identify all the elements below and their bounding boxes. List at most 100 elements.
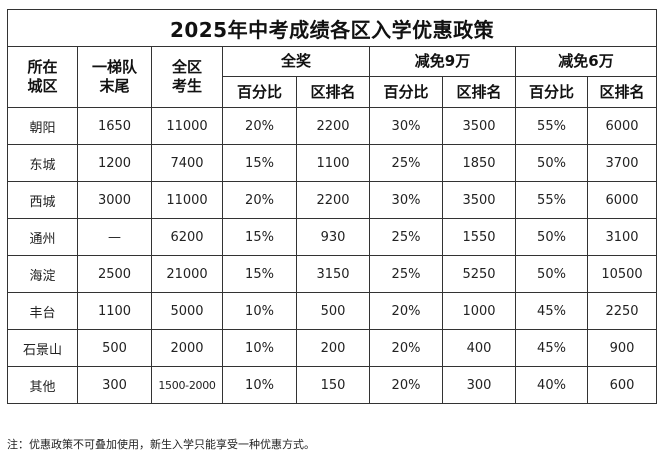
cell-full-pct: 15% (222, 218, 297, 256)
cell-tier1-tail: 3000 (77, 181, 152, 219)
cell-full-rank: 1100 (296, 144, 370, 182)
cell-w9-rank: 3500 (442, 181, 516, 219)
cell-full-rank: 150 (296, 366, 370, 404)
cell-w9-pct: 20% (369, 366, 443, 404)
cell-w6-pct: 50% (515, 218, 588, 256)
cell-students: 11000 (151, 181, 223, 219)
header-district-students: 全区 考生 (151, 46, 223, 108)
cell-tier1-tail: 1650 (77, 107, 152, 145)
cell-w6-pct: 50% (515, 255, 588, 293)
cell-w9-pct: 30% (369, 181, 443, 219)
footnote: 注：优惠政策不可叠加使用，新生入学只能享受一种优惠方式。 (7, 438, 315, 451)
cell-full-rank: 2200 (296, 107, 370, 145)
cell-w6-rank: 900 (586, 329, 658, 367)
cell-full-pct: 10% (222, 366, 297, 404)
header-group-full-scholarship: 全奖 (222, 46, 370, 77)
cell-w6-rank: 6000 (586, 181, 658, 219)
cell-full-pct: 20% (222, 181, 297, 219)
cell-full-pct: 10% (222, 292, 297, 330)
cell-district: 海淀 (7, 255, 78, 293)
cell-w9-rank: 3500 (442, 107, 516, 145)
cell-full-pct: 15% (222, 255, 297, 293)
cell-district: 朝阳 (7, 107, 78, 145)
cell-full-rank: 500 (296, 292, 370, 330)
header-district: 所在 城区 (7, 46, 78, 108)
cell-full-pct: 15% (222, 144, 297, 182)
cell-students: 1500-2000 (151, 366, 223, 404)
cell-district: 石景山 (7, 329, 78, 367)
table-row: 海淀 2500 21000 15% 3150 25% 5250 50% 1050… (7, 255, 658, 293)
cell-w6-rank: 3700 (586, 144, 658, 182)
cell-district: 西城 (7, 181, 78, 219)
header-tier1-tail-line-1: 一梯队 (91, 58, 137, 76)
cell-full-rank: 2200 (296, 181, 370, 219)
cell-w9-rank: 1000 (442, 292, 516, 330)
table-row: 东城 1200 7400 15% 1100 25% 1850 50% 3700 (7, 144, 658, 182)
cell-students: 6200 (151, 218, 223, 256)
cell-district: 通州 (7, 218, 78, 256)
policy-table-container: 2025年中考成绩各区入学优惠政策 所在 城区 一梯队 末尾 全区 考生 全奖 … (6, 9, 658, 404)
cell-full-rank: 3150 (296, 255, 370, 293)
cell-w9-rank: 300 (442, 366, 516, 404)
cell-tier1-tail: 2500 (77, 255, 152, 293)
cell-w9-rank: 1550 (442, 218, 516, 256)
cell-w9-pct: 20% (369, 292, 443, 330)
table-row: 西城 3000 11000 20% 2200 30% 3500 55% 6000 (7, 181, 658, 219)
cell-tier1-tail: 500 (77, 329, 152, 367)
cell-w6-rank: 3100 (586, 218, 658, 256)
table-row: 其他 300 1500-2000 10% 150 20% 300 40% 600 (7, 366, 658, 404)
cell-w9-pct: 25% (369, 255, 443, 293)
header-full-percentage: 百分比 (222, 76, 297, 108)
cell-full-pct: 10% (222, 329, 297, 367)
table-row: 朝阳 1650 11000 20% 2200 30% 3500 55% 6000 (7, 107, 658, 145)
cell-w9-pct: 25% (369, 218, 443, 256)
cell-district: 丰台 (7, 292, 78, 330)
cell-students: 21000 (151, 255, 223, 293)
cell-w6-pct: 55% (515, 181, 588, 219)
header-w9-percentage: 百分比 (369, 76, 443, 108)
header-group-waive-60k: 减免6万 (514, 46, 658, 77)
cell-students: 2000 (151, 329, 223, 367)
cell-w9-rank: 400 (442, 329, 516, 367)
table-row: 石景山 500 2000 10% 200 20% 400 45% 900 (7, 329, 658, 367)
cell-w6-pct: 50% (515, 144, 588, 182)
header-district-students-line-2: 考生 (171, 77, 202, 95)
table-row: 丰台 1100 5000 10% 500 20% 1000 45% 2250 (7, 292, 658, 330)
cell-district: 其他 (7, 366, 78, 404)
cell-district: 东城 (7, 144, 78, 182)
header-district-students-line-1: 全区 (171, 58, 202, 76)
cell-w9-pct: 25% (369, 144, 443, 182)
cell-w6-pct: 45% (515, 329, 588, 367)
cell-w6-rank: 600 (586, 366, 658, 404)
cell-full-rank: 200 (296, 329, 370, 367)
cell-w6-pct: 45% (515, 292, 588, 330)
header-tier1-tail-line-2: 末尾 (99, 77, 130, 95)
policy-table: 2025年中考成绩各区入学优惠政策 所在 城区 一梯队 末尾 全区 考生 全奖 … (6, 9, 658, 404)
cell-w6-rank: 10500 (586, 255, 658, 293)
header-district-line-2: 城区 (27, 77, 58, 95)
cell-tier1-tail: 1200 (77, 144, 152, 182)
cell-w9-rank: 1850 (442, 144, 516, 182)
cell-w6-rank: 2250 (586, 292, 658, 330)
cell-w9-pct: 30% (369, 107, 443, 145)
cell-full-pct: 20% (222, 107, 297, 145)
header-w6-percentage: 百分比 (515, 76, 588, 108)
header-w6-rank: 区排名 (586, 76, 658, 108)
header-district-line-1: 所在 (27, 58, 58, 76)
cell-students: 7400 (151, 144, 223, 182)
cell-tier1-tail: — (77, 218, 152, 256)
cell-full-rank: 930 (296, 218, 370, 256)
cell-w6-pct: 40% (515, 366, 588, 404)
header-w9-rank: 区排名 (442, 76, 516, 108)
header-tier1-tail: 一梯队 末尾 (77, 46, 152, 108)
cell-tier1-tail: 300 (77, 366, 152, 404)
cell-w6-pct: 55% (515, 107, 588, 145)
cell-w9-pct: 20% (369, 329, 443, 367)
table-title: 2025年中考成绩各区入学优惠政策 (6, 9, 658, 47)
header-group-waive-90k: 减免9万 (369, 46, 516, 77)
table-row: 通州 — 6200 15% 930 25% 1550 50% 3100 (7, 218, 658, 256)
cell-students: 11000 (151, 107, 223, 145)
cell-w9-rank: 5250 (442, 255, 516, 293)
cell-w6-rank: 6000 (586, 107, 658, 145)
header-full-rank: 区排名 (296, 76, 370, 108)
